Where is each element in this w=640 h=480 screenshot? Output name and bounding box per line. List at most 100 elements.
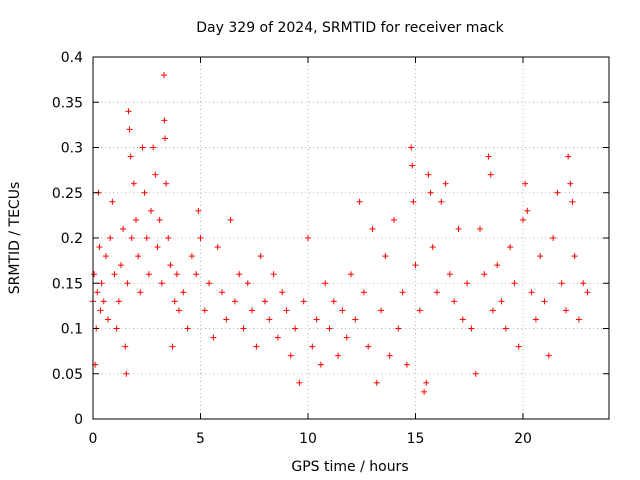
data-point (161, 117, 168, 124)
data-point (558, 280, 565, 287)
data-point (105, 316, 112, 323)
data-point (532, 316, 539, 323)
chart-title: Day 329 of 2024, SRMTID for receiver mac… (196, 20, 504, 36)
data-point (97, 307, 104, 314)
data-point (115, 298, 122, 305)
data-point (472, 370, 479, 377)
data-point (249, 307, 256, 314)
data-point (511, 280, 518, 287)
data-point (416, 307, 423, 314)
data-point (409, 162, 416, 169)
data-point (399, 289, 406, 296)
data-point (317, 361, 324, 368)
data-point (100, 298, 107, 305)
data-point (395, 325, 402, 332)
data-point (117, 262, 124, 269)
data-point (575, 316, 582, 323)
data-point (382, 253, 389, 260)
x-tick-label: 0 (89, 431, 98, 447)
data-point (128, 235, 135, 241)
data-point (567, 180, 574, 187)
data-point (120, 225, 127, 232)
y-tick-label: 0.3 (61, 141, 83, 157)
data-point (373, 379, 380, 386)
data-point (180, 289, 187, 296)
data-point (156, 216, 163, 223)
data-point (160, 72, 167, 79)
data-point (169, 343, 176, 350)
data-point (498, 298, 505, 305)
y-tick-label: 0.1 (61, 322, 83, 338)
data-point (309, 343, 316, 350)
x-tick-label: 5 (196, 431, 205, 447)
data-point (455, 225, 462, 232)
data-point (330, 298, 337, 305)
data-point (126, 126, 133, 133)
data-point (584, 289, 591, 296)
data-point (296, 379, 303, 386)
data-point (537, 253, 544, 260)
data-point (158, 280, 165, 287)
data-point (210, 334, 217, 341)
data-point (257, 253, 264, 260)
y-tick-label: 0.05 (52, 367, 83, 383)
data-point (485, 153, 492, 160)
data-point (434, 289, 440, 296)
data-point (520, 216, 526, 223)
data-point (123, 370, 130, 377)
y-tick-label: 0.25 (52, 186, 83, 202)
data-point (270, 271, 277, 278)
data-point (240, 325, 247, 332)
data-point (227, 216, 234, 223)
data-point (143, 235, 150, 241)
data-point (135, 253, 142, 260)
data-point (253, 343, 260, 350)
data-point (141, 189, 148, 196)
data-point (214, 244, 221, 251)
data-point (171, 298, 178, 305)
x-tick-label: 15 (407, 431, 425, 447)
data-point (442, 180, 449, 187)
data-point (162, 135, 169, 142)
data-point (494, 262, 501, 269)
data-point (274, 334, 281, 341)
data-point (386, 352, 393, 359)
data-point (195, 207, 202, 214)
y-tick-label: 0.15 (52, 276, 83, 292)
data-point (266, 316, 273, 323)
data-point (360, 289, 367, 296)
data-point (292, 325, 299, 332)
data-point (96, 244, 103, 251)
data-point (102, 253, 109, 260)
data-point (528, 289, 535, 296)
data-point (111, 271, 118, 278)
data-point (429, 244, 436, 251)
data-point (356, 198, 363, 205)
data-point (127, 153, 134, 160)
data-point (378, 307, 385, 314)
data-point (124, 280, 131, 287)
y-tick-label: 0.4 (61, 50, 83, 66)
data-point (565, 153, 572, 160)
data-point (109, 198, 116, 205)
data-point (193, 271, 200, 278)
data-points (90, 72, 591, 395)
axis-ticks: 0 5 10 15 20 0 0.05 0.1 0.15 0.2 0.25 0.3 0.35 0.4 (52, 50, 609, 447)
data-point (283, 307, 290, 314)
data-point (244, 280, 251, 287)
data-point (322, 280, 329, 287)
data-point (98, 280, 105, 287)
data-point (335, 352, 342, 359)
data-point (541, 298, 548, 305)
data-point (427, 189, 434, 196)
data-point (148, 207, 155, 214)
data-point (410, 198, 417, 205)
data-point (554, 189, 561, 196)
data-point (487, 171, 494, 178)
data-point (423, 379, 430, 386)
data-point (139, 144, 146, 151)
data-point (130, 180, 137, 187)
data-point (425, 171, 432, 178)
data-point (365, 343, 372, 350)
data-point (125, 108, 132, 115)
